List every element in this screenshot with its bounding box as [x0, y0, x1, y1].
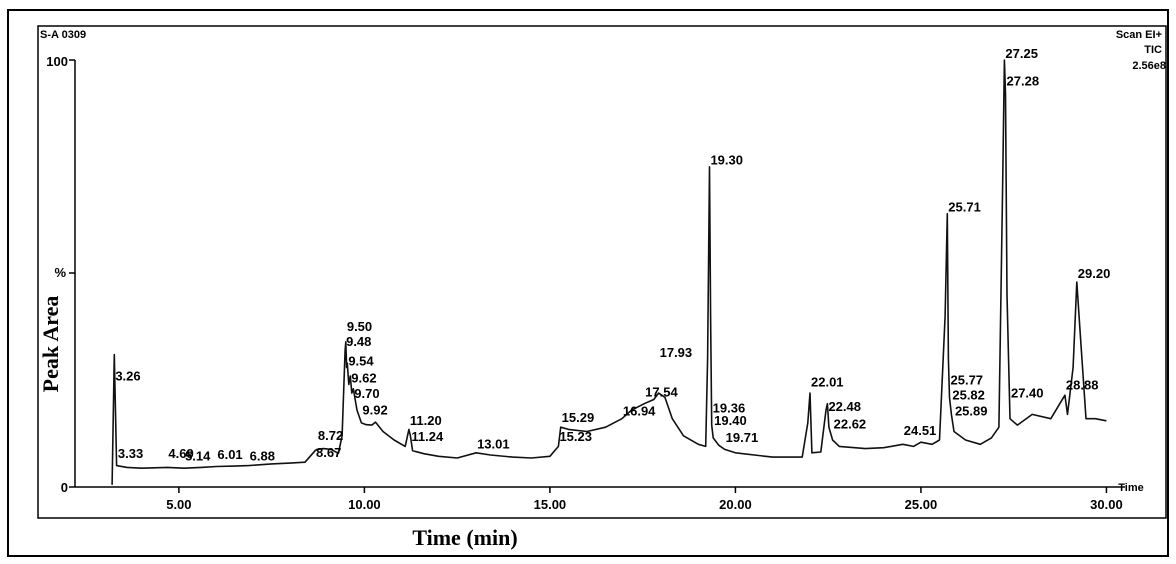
scan-mode: Scan EI+	[1116, 29, 1162, 41]
x-ticks: 5.00 10.00 15.00 20.00 25.00 30.00	[166, 487, 1123, 512]
peak-label: 25.77	[951, 373, 984, 388]
peak-label: 15.29	[562, 410, 595, 425]
peak-label: 13.01	[477, 437, 510, 452]
sample-id: S-A 0309	[40, 29, 86, 41]
x-axis-title: Time (min)	[412, 525, 517, 550]
peak-label: 6.01	[217, 447, 242, 462]
max-intensity: 2.56e8	[1132, 60, 1166, 72]
peak-label: 9.62	[351, 370, 376, 385]
tic-trace-line	[111, 59, 1107, 485]
peak-label: 29.20	[1078, 266, 1111, 281]
peak-label: 9.54	[348, 353, 374, 368]
peak-label: 3.26	[115, 368, 140, 383]
peak-label: 5.14	[185, 449, 211, 464]
x-tick-label: 20.00	[719, 497, 752, 512]
peak-label: 25.89	[955, 403, 988, 418]
peak-label: 9.92	[362, 402, 387, 417]
x-tick-label: 25.00	[905, 497, 938, 512]
peak-label: 9.50	[347, 319, 372, 334]
peak-label: 8.72	[318, 428, 343, 443]
peak-label: 11.24	[411, 429, 444, 444]
peak-label: 3.33	[118, 446, 143, 461]
peak-label: 19.71	[726, 430, 759, 445]
x-tick-label: 5.00	[166, 497, 191, 512]
peak-label: 19.30	[710, 153, 743, 168]
y-axis-title: Peak Area	[38, 296, 63, 393]
peak-label: 22.62	[834, 417, 867, 432]
x-tick-label: 15.00	[534, 497, 567, 512]
trace-type: TIC	[1144, 44, 1162, 56]
peak-label: 27.28	[1007, 74, 1040, 89]
peak-label: 24.51	[904, 423, 937, 438]
peak-label: 25.82	[952, 387, 985, 402]
peak-label: 8.67	[316, 445, 341, 460]
peak-label: 6.88	[250, 449, 275, 464]
peak-label: 19.40	[714, 413, 747, 428]
x-tick-label: 30.00	[1090, 497, 1123, 512]
peak-label: 17.93	[660, 345, 693, 360]
x-tick-label: 10.00	[348, 497, 381, 512]
peak-label: 27.40	[1011, 385, 1044, 400]
y-percent-label: %	[54, 265, 66, 280]
peak-label: 11.20	[410, 413, 442, 428]
peak-labels: 3.26 3.33 4.695.14 6.01 6.88 8.67 8.72 9.489.50…	[115, 46, 1110, 464]
x-axis-end-label: Time	[1118, 482, 1143, 494]
peak-label: 22.48	[828, 399, 861, 414]
peak-label: 9.70	[354, 386, 379, 401]
peak-label: 22.01	[811, 375, 844, 390]
outer-frame	[7, 9, 1169, 557]
peak-label: 4.69	[168, 446, 193, 461]
plot-frame	[37, 25, 1167, 519]
peak-label: 27.25	[1005, 46, 1038, 61]
y-tick-label-0: 0	[61, 480, 68, 495]
peak-label: 19.36	[713, 400, 746, 415]
peak-label: 15.23	[559, 429, 592, 444]
peak-label: 28.88	[1066, 378, 1099, 393]
y-tick-label-100: 100	[46, 54, 68, 69]
peak-label: 16.94	[623, 403, 656, 418]
peak-label: 25.71	[948, 200, 981, 215]
peak-label: 17.54	[645, 384, 678, 399]
peak-label: 9.48	[346, 334, 371, 349]
